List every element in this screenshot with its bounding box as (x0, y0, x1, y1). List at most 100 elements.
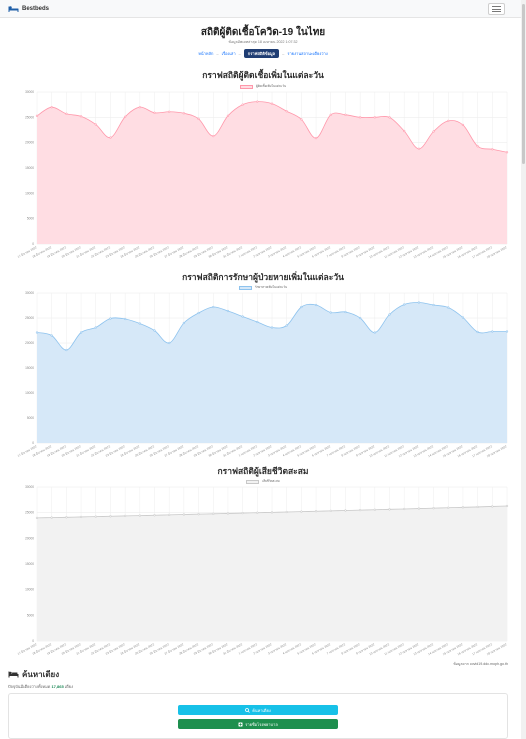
data-point (124, 318, 126, 320)
data-point (433, 304, 435, 306)
data-point (403, 304, 405, 306)
y-tick-label: 15000 (25, 562, 34, 566)
data-point (124, 515, 126, 517)
data-point (271, 327, 273, 329)
available-beds: ปัจจุบันมีเตียงว่างทั้งหมด 17,865 เตียง (8, 683, 73, 690)
data-point (168, 514, 170, 516)
data-point (51, 106, 53, 108)
nav-link-home[interactable]: หน้าหลัก (198, 50, 213, 57)
find-bed-heading: ค้นหาเตียง (8, 668, 59, 681)
last-updated: ข้อมูลอัพเดทล่าสุด 18 เมษายน 2022 1:07:3… (0, 39, 526, 45)
nav-link-statistics[interactable]: กราฟสถิติข้อมูล (244, 49, 279, 58)
data-point (433, 131, 435, 133)
data-point (256, 512, 258, 514)
bed-icon (8, 671, 19, 678)
data-point (330, 114, 332, 116)
y-tick-label: 5000 (27, 217, 34, 221)
y-tick-label: 30000 (25, 90, 34, 94)
data-point (300, 118, 302, 120)
data-point (154, 514, 156, 516)
data-point (36, 115, 38, 117)
data-point (65, 516, 67, 518)
data-point (433, 507, 435, 509)
data-point (330, 510, 332, 512)
data-point (447, 307, 449, 309)
search-icon (245, 708, 250, 713)
data-point (330, 312, 332, 314)
data-point (403, 508, 405, 510)
y-tick-label: 25000 (25, 115, 34, 119)
data-point (227, 513, 229, 515)
chart-recovered-title: กราฟสถิติการรักษาผู้ป่วยหายเพิ่มในแต่ละว… (0, 270, 526, 284)
data-point (154, 330, 156, 332)
data-point (477, 145, 479, 147)
brand-name: Bestbeds (22, 6, 49, 12)
y-tick-label: 25000 (25, 316, 34, 320)
data-point (359, 509, 361, 511)
y-tick-label: 10000 (25, 191, 34, 195)
data-point (389, 116, 391, 118)
search-bed-button[interactable]: ค้นหาเตียง (178, 705, 338, 715)
y-tick-label: 25000 (25, 511, 34, 515)
data-point (477, 331, 479, 333)
hospital-icon (238, 722, 243, 727)
data-point (95, 516, 97, 518)
data-point (36, 332, 38, 334)
data-point (198, 312, 200, 314)
data-point (418, 302, 420, 304)
available-beds-suffix: เตียง (65, 684, 73, 689)
data-point (418, 508, 420, 510)
data-point (300, 511, 302, 513)
data-point (300, 306, 302, 308)
data-point (374, 509, 376, 511)
nav-separator: – (239, 51, 241, 56)
data-point (110, 515, 112, 517)
chart-infected-title: กราฟสถิติผู้ติดเชื้อเพิ่มในแต่ละวัน (0, 68, 526, 82)
data-point (36, 517, 38, 519)
data-point (462, 317, 464, 319)
data-point (345, 510, 347, 512)
brand[interactable]: Bestbeds (8, 4, 49, 14)
data-point (345, 114, 347, 116)
menu-toggle-button[interactable] (488, 3, 505, 15)
nav-link-stories[interactable]: เรื่องเล่า (222, 50, 236, 57)
data-point (110, 137, 112, 139)
data-point (183, 112, 185, 114)
y-tick-label: 20000 (25, 536, 34, 540)
data-point (183, 322, 185, 324)
y-tick-label: 5000 (27, 416, 34, 420)
menu-icon-bar (492, 9, 501, 10)
data-point (315, 137, 317, 139)
data-point (212, 306, 214, 308)
data-point (168, 342, 170, 344)
data-point (256, 101, 258, 103)
data-point (447, 507, 449, 509)
data-point (256, 321, 258, 323)
data-point (212, 513, 214, 515)
data-point (212, 135, 214, 137)
data-point (168, 111, 170, 113)
data-point (124, 116, 126, 118)
find-bed-card (8, 693, 508, 739)
data-point (374, 116, 376, 118)
data-point (95, 327, 97, 329)
nav-link-bed-status[interactable]: รายงานสถานะเตียงว่าง (287, 50, 327, 57)
page-title: สถิติผู้ติดเชื้อโควิด-19 ในไทย (0, 25, 526, 40)
available-beds-prefix: ปัจจุบันมีเตียงว่างทั้งหมด (8, 684, 50, 689)
data-point (418, 148, 420, 150)
data-point (286, 325, 288, 327)
data-point (447, 120, 449, 122)
data-point (95, 124, 97, 126)
hospital-list-button[interactable]: รายชื่อโรงพยาบาล (178, 719, 338, 729)
data-point (51, 517, 53, 519)
data-point (65, 349, 67, 351)
data-point (242, 512, 244, 514)
data-point (271, 103, 273, 105)
data-point (389, 508, 391, 510)
data-point (345, 311, 347, 313)
data-point (51, 335, 53, 337)
data-point (183, 514, 185, 516)
data-point (139, 515, 141, 517)
